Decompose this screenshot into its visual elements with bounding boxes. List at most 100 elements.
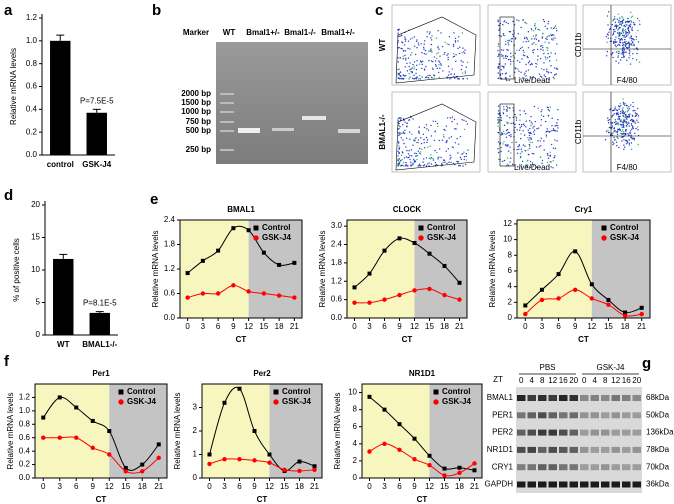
data-point [200,258,205,263]
flow-dot [521,77,524,79]
flow-dot [517,68,519,70]
flow-dot [548,42,550,44]
flow-dot [509,146,511,148]
flow-dot [402,139,404,141]
flow-dot [624,38,626,41]
flow-dot [621,15,623,18]
flow-dot [430,39,433,41]
flow-dot [613,127,615,130]
blot-band [590,481,599,488]
gel-band [302,116,326,120]
flow-dot [400,137,402,139]
legend-label: Control [127,387,155,396]
y-tick-label: 1.0 [19,406,31,415]
flow-dot [605,55,608,57]
flow-dot [543,140,545,142]
flow-dot [617,62,620,64]
flow-dot [437,30,439,32]
zt-tick: 8 [603,376,608,385]
legend-marker [601,235,607,241]
blot-band [559,429,568,436]
flow-dot [626,111,629,113]
flow-dot [435,65,437,67]
flow-dot [505,54,507,57]
flow-dot [436,53,438,55]
flow-dot [397,132,400,134]
size-label: 78kDa [646,445,670,454]
x-tick-label: 0 [352,322,357,331]
flow-dot [629,26,632,28]
flow-dot [423,158,425,160]
zt-tick: 20 [569,376,578,385]
flow-dot [622,107,624,109]
flow-dot [408,65,410,68]
flow-dot [404,66,406,68]
x-tick-label: 3 [58,482,63,491]
data-point [606,302,611,307]
x-tick-label: 3 [540,322,545,331]
data-point [397,447,402,452]
flow-dot [497,77,499,80]
flow-dot [463,119,465,122]
flow-dot [457,143,460,145]
flow-plot [582,4,672,86]
gate [499,103,515,167]
flow-dot [444,51,446,54]
flow-dot [630,43,633,45]
background-region [109,384,167,478]
flow-dot [403,142,405,145]
flow-dot [607,131,610,134]
flow-dot [536,63,538,65]
flow-dot [632,38,634,40]
data-point [639,311,644,317]
flow-dot [617,52,619,55]
data-point [352,300,357,305]
flow-dot [630,16,633,19]
flow-dot [551,124,553,127]
flow-dot [408,72,410,75]
x-tick-label: 3 [222,482,227,491]
flow-dot [520,123,523,126]
flow-dot [397,159,399,162]
flow-dot [519,61,521,64]
blot-band [590,446,599,453]
flow-dot [429,74,431,77]
data-point [57,435,62,440]
flow-dot [607,122,610,124]
blot-band [611,464,620,471]
flow-dot [420,43,422,45]
flow-dot [528,60,531,62]
flow-dot [405,146,407,148]
flow-dot [618,115,620,118]
flow-dot [632,53,634,55]
flow-dot [617,29,619,31]
data-point [623,310,628,315]
flow-dot [413,61,416,63]
flow-dot [406,122,408,125]
flow-dot [556,140,558,142]
flow-dot [528,119,531,122]
flow-dot [633,109,635,112]
flow-dot [614,123,617,126]
flow-dot [413,74,415,77]
flow-dot [457,152,459,154]
flow-dot [630,123,633,125]
flow-dot [529,63,532,66]
flow-dot [546,46,548,49]
flow-dot [541,45,543,47]
flow-dot [510,56,512,58]
y-tick-label: 3 [193,403,198,412]
flow-dot [429,158,432,160]
flow-dot [630,148,633,151]
flow-dot [497,141,500,143]
data-point [556,272,561,277]
flow-dot [619,105,622,107]
flow-dot [426,128,428,130]
flow-dot [405,156,407,158]
flow-dot [556,68,559,70]
flow-dot [497,119,499,121]
flow-dot [440,32,442,34]
flow-dot [623,139,625,141]
flow-dot [438,64,440,66]
lane-label: Bmal1-/- [284,28,316,37]
